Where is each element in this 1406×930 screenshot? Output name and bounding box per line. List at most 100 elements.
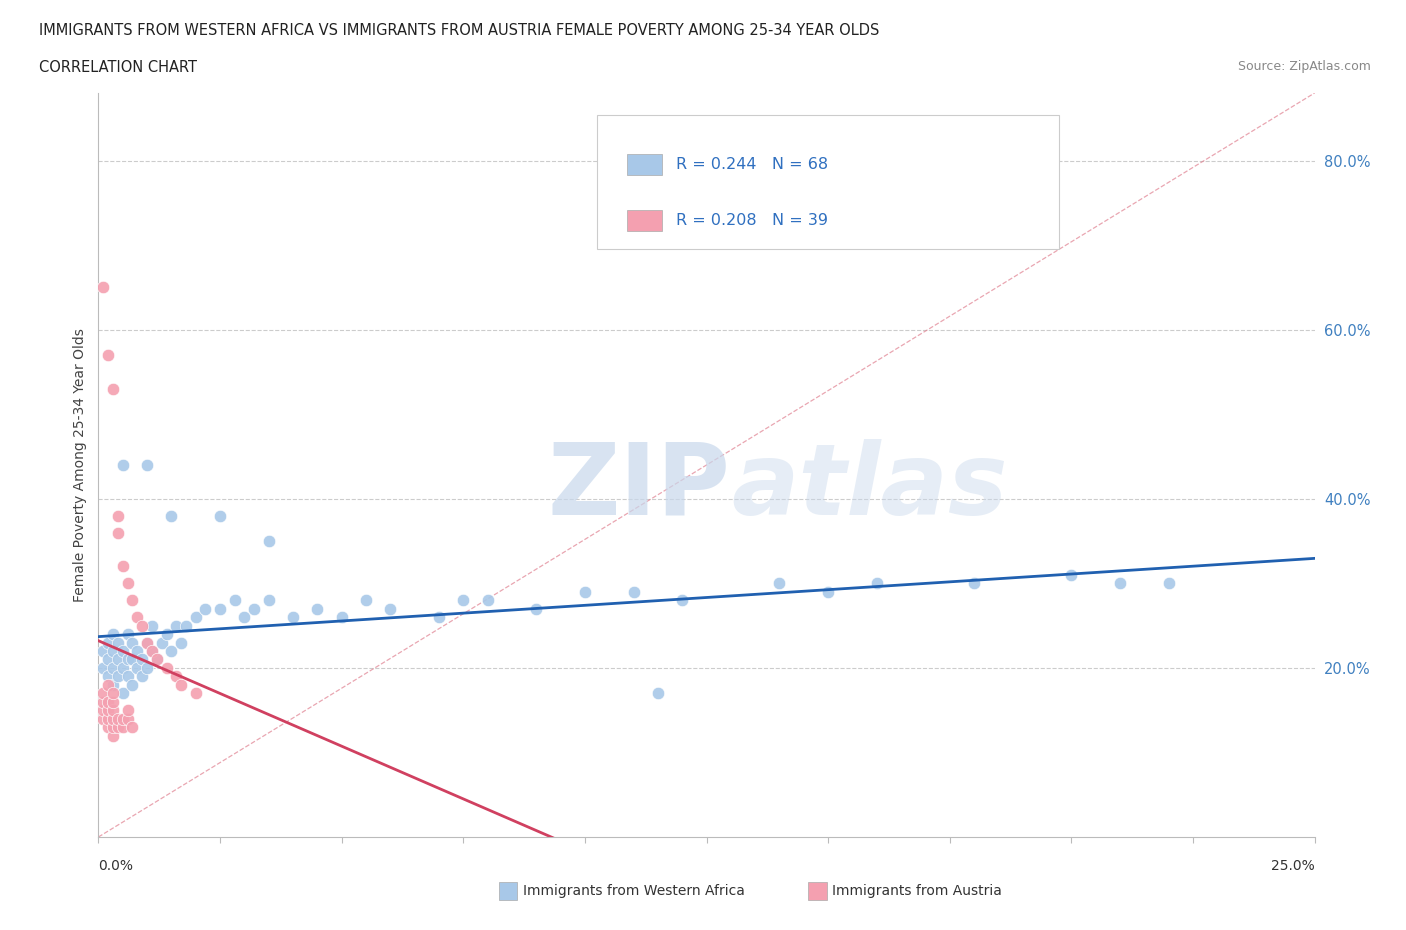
Point — [257, 592, 280, 607]
Point — [107, 711, 129, 726]
Point — [101, 627, 124, 642]
Point — [111, 720, 134, 735]
Point — [174, 618, 197, 633]
Point — [97, 677, 120, 692]
Point — [647, 685, 669, 700]
Text: Immigrants from Austria: Immigrants from Austria — [832, 884, 1002, 898]
Point — [101, 660, 124, 675]
Point — [127, 610, 149, 625]
Point — [136, 635, 159, 650]
Point — [97, 720, 120, 735]
Point — [146, 652, 169, 667]
Point — [91, 685, 114, 700]
Point — [155, 660, 177, 675]
Text: IMMIGRANTS FROM WESTERN AFRICA VS IMMIGRANTS FROM AUSTRIA FEMALE POVERTY AMONG 2: IMMIGRANTS FROM WESTERN AFRICA VS IMMIGR… — [39, 23, 880, 38]
Point — [1109, 576, 1132, 591]
Point — [117, 703, 139, 718]
Y-axis label: Female Poverty Among 25-34 Year Olds: Female Poverty Among 25-34 Year Olds — [73, 328, 87, 602]
Point — [111, 458, 134, 472]
Point — [768, 576, 790, 591]
Text: 0.0%: 0.0% — [98, 858, 134, 872]
Point — [380, 602, 402, 617]
Point — [97, 348, 120, 363]
Point — [141, 644, 163, 658]
Point — [165, 669, 187, 684]
Point — [817, 584, 839, 599]
Point — [101, 695, 124, 710]
Point — [127, 660, 149, 675]
Point — [111, 644, 134, 658]
Point — [107, 669, 129, 684]
Point — [184, 610, 207, 625]
Point — [117, 652, 139, 667]
Point — [101, 381, 124, 396]
Point — [97, 635, 120, 650]
Point — [160, 509, 183, 524]
Point — [194, 602, 217, 617]
Point — [101, 644, 124, 658]
Point — [354, 592, 377, 607]
Text: Source: ZipAtlas.com: Source: ZipAtlas.com — [1237, 60, 1371, 73]
Point — [117, 576, 139, 591]
Point — [97, 652, 120, 667]
Point — [623, 584, 645, 599]
Text: R = 0.244   N = 68: R = 0.244 N = 68 — [676, 157, 828, 172]
Point — [136, 635, 159, 650]
Point — [136, 458, 159, 472]
Point — [170, 635, 193, 650]
Point — [209, 509, 232, 524]
Point — [184, 685, 207, 700]
Point — [243, 602, 266, 617]
Point — [671, 592, 693, 607]
Point — [97, 669, 120, 684]
Point — [117, 711, 139, 726]
Text: Immigrants from Western Africa: Immigrants from Western Africa — [523, 884, 745, 898]
Point — [121, 652, 143, 667]
Point — [101, 703, 124, 718]
Point — [224, 592, 246, 607]
Point — [1157, 576, 1180, 591]
Point — [141, 644, 163, 658]
Point — [866, 576, 889, 591]
Point — [111, 660, 134, 675]
Point — [141, 618, 163, 633]
Text: R = 0.208   N = 39: R = 0.208 N = 39 — [676, 213, 828, 228]
Point — [91, 660, 114, 675]
Point — [91, 695, 114, 710]
Point — [150, 635, 173, 650]
Point — [101, 711, 124, 726]
Point — [963, 576, 986, 591]
Point — [107, 652, 129, 667]
FancyBboxPatch shape — [627, 210, 661, 231]
Point — [146, 652, 169, 667]
Point — [427, 610, 450, 625]
Point — [165, 618, 187, 633]
Point — [330, 610, 353, 625]
Point — [1060, 567, 1083, 582]
Point — [160, 644, 183, 658]
Point — [107, 525, 129, 540]
Point — [97, 703, 120, 718]
Point — [107, 635, 129, 650]
Text: CORRELATION CHART: CORRELATION CHART — [39, 60, 197, 75]
Point — [101, 677, 124, 692]
Point — [111, 685, 134, 700]
Point — [97, 695, 120, 710]
Point — [107, 720, 129, 735]
Point — [117, 669, 139, 684]
FancyBboxPatch shape — [598, 115, 1059, 249]
Point — [170, 677, 193, 692]
Point — [101, 685, 124, 700]
Point — [107, 509, 129, 524]
Point — [574, 584, 596, 599]
Point — [111, 711, 134, 726]
Point — [131, 618, 153, 633]
Point — [131, 652, 153, 667]
Point — [477, 592, 499, 607]
Point — [91, 280, 114, 295]
Point — [257, 534, 280, 549]
Point — [121, 592, 143, 607]
Point — [121, 677, 143, 692]
Point — [97, 711, 120, 726]
Point — [111, 559, 134, 574]
